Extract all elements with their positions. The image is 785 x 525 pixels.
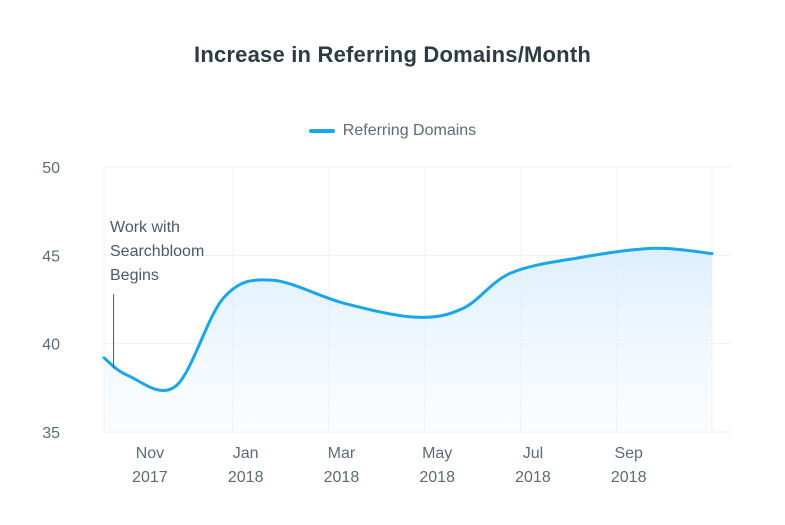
x-tick-month: Mar [328, 445, 356, 462]
x-tick-month: Jul [523, 445, 543, 462]
annotation-text: Work with [110, 219, 180, 236]
x-tick-year: 2018 [611, 469, 647, 486]
legend-label: Referring Domains [342, 122, 477, 139]
series-area-fill [104, 248, 712, 432]
x-tick-year: 2018 [324, 469, 360, 486]
x-tick-month: Jan [233, 445, 259, 462]
chart-title: Increase in Referring Domains/Month [194, 42, 591, 67]
x-tick-year: 2018 [228, 469, 264, 486]
series-line [102, 246, 714, 393]
y-tick-label: 45 [42, 248, 60, 265]
y-tick-label: 40 [42, 337, 60, 354]
x-tick-month: Nov [136, 445, 164, 462]
legend-swatch [308, 129, 335, 133]
x-tick-month: Sep [614, 445, 643, 462]
x-tick-year: 2017 [132, 469, 168, 486]
annotation-text: Searchbloom [110, 243, 204, 260]
annotation-text: Begins [110, 267, 159, 284]
x-tick-month: May [422, 445, 452, 462]
y-tick-label: 50 [42, 160, 60, 177]
x-tick-year: 2018 [515, 469, 551, 486]
chart-legend: Referring Domains [0, 122, 785, 140]
y-tick-label: 35 [42, 425, 60, 442]
x-tick-year: 2018 [419, 469, 455, 486]
